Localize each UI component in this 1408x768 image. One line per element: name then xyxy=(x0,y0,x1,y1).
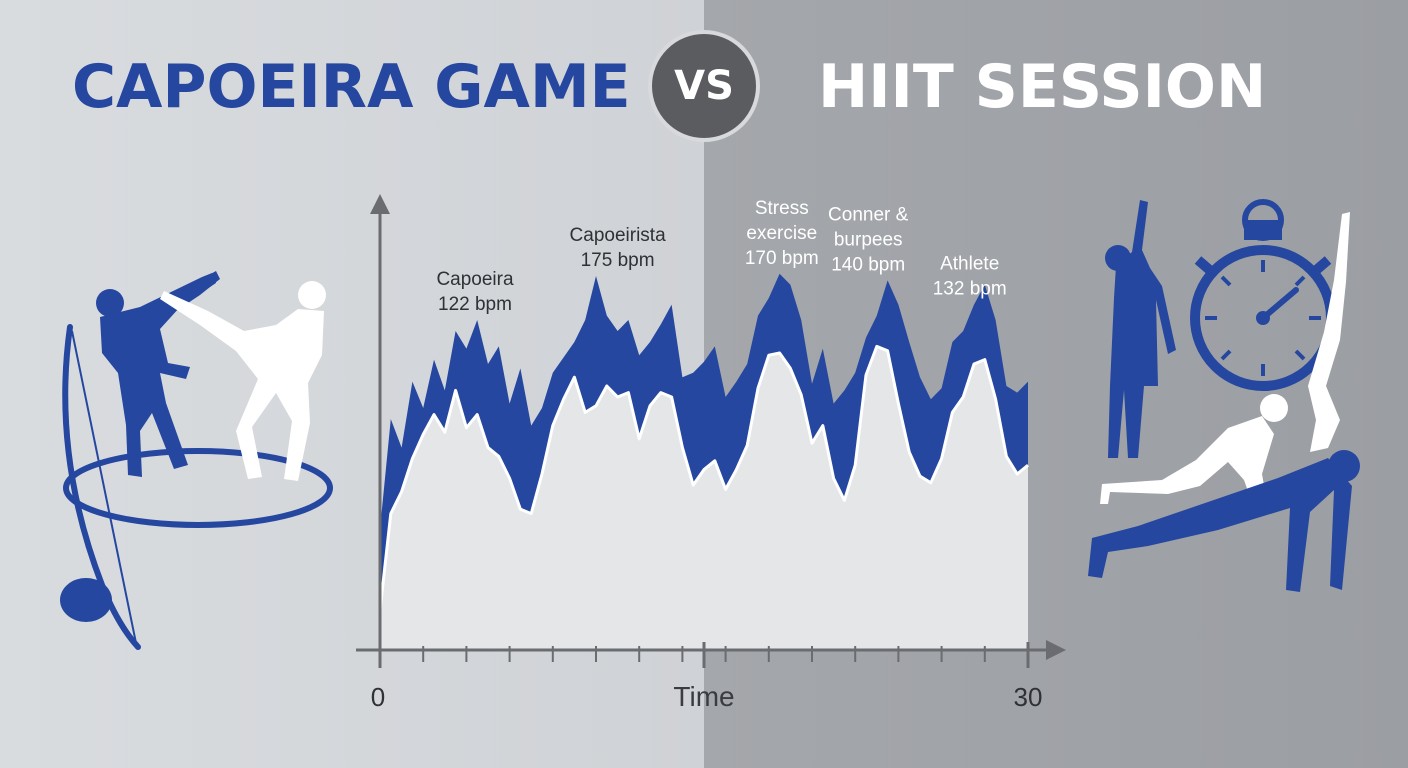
peak-annotation: Capoeirista 175 bpm xyxy=(570,225,667,271)
right-title: HIIT SESSION xyxy=(818,52,1267,122)
annotation-line: burpees xyxy=(834,229,903,250)
lower-band-area xyxy=(380,346,1028,650)
berimbau-icon xyxy=(60,324,141,650)
x-axis-title: Time xyxy=(673,681,734,712)
annotation-line: Capoeirista xyxy=(570,225,667,246)
lower-band-line xyxy=(378,344,1029,611)
y-axis-arrow xyxy=(370,194,390,214)
peak-annotation: Conner & burpees 140 bpm xyxy=(828,204,909,275)
capoeira-fighters-icon xyxy=(60,271,333,650)
annotation-line: 122 bpm xyxy=(438,294,512,315)
annotation-line: 140 bpm xyxy=(831,254,905,275)
roda-circle xyxy=(63,448,333,528)
peak-annotation: Capoeira 122 bpm xyxy=(436,269,514,315)
white-crouching-figure xyxy=(1100,394,1288,508)
annotation-line: Conner & xyxy=(828,204,909,225)
annotation-line: 132 bpm xyxy=(933,279,1007,300)
annotation-line: Athlete xyxy=(940,254,999,275)
annotation-line: 175 bpm xyxy=(581,250,655,271)
standing-figure xyxy=(1105,200,1176,458)
x-tick-label-start: 0 xyxy=(371,682,385,712)
peak-annotation: Stress exercise 170 bpm xyxy=(745,198,819,269)
x-axis-arrow xyxy=(1046,640,1066,660)
annotation-line: Stress xyxy=(755,198,809,219)
white-fighter-figure xyxy=(160,281,326,481)
left-title: CAPOEIRA GAME xyxy=(72,52,631,122)
pushup-figure xyxy=(1088,450,1360,592)
x-tick-label-end: 30 xyxy=(1014,682,1043,712)
white-upright-figure xyxy=(1308,212,1350,452)
annotation-line: Capoeira xyxy=(436,269,514,290)
annotation-line: exercise xyxy=(746,223,817,244)
hiit-exercisers-icon xyxy=(1088,199,1360,592)
vs-badge: VS xyxy=(648,30,760,142)
peak-annotation: Athlete 132 bpm xyxy=(933,254,1007,300)
annotation-line: 170 bpm xyxy=(745,248,819,269)
